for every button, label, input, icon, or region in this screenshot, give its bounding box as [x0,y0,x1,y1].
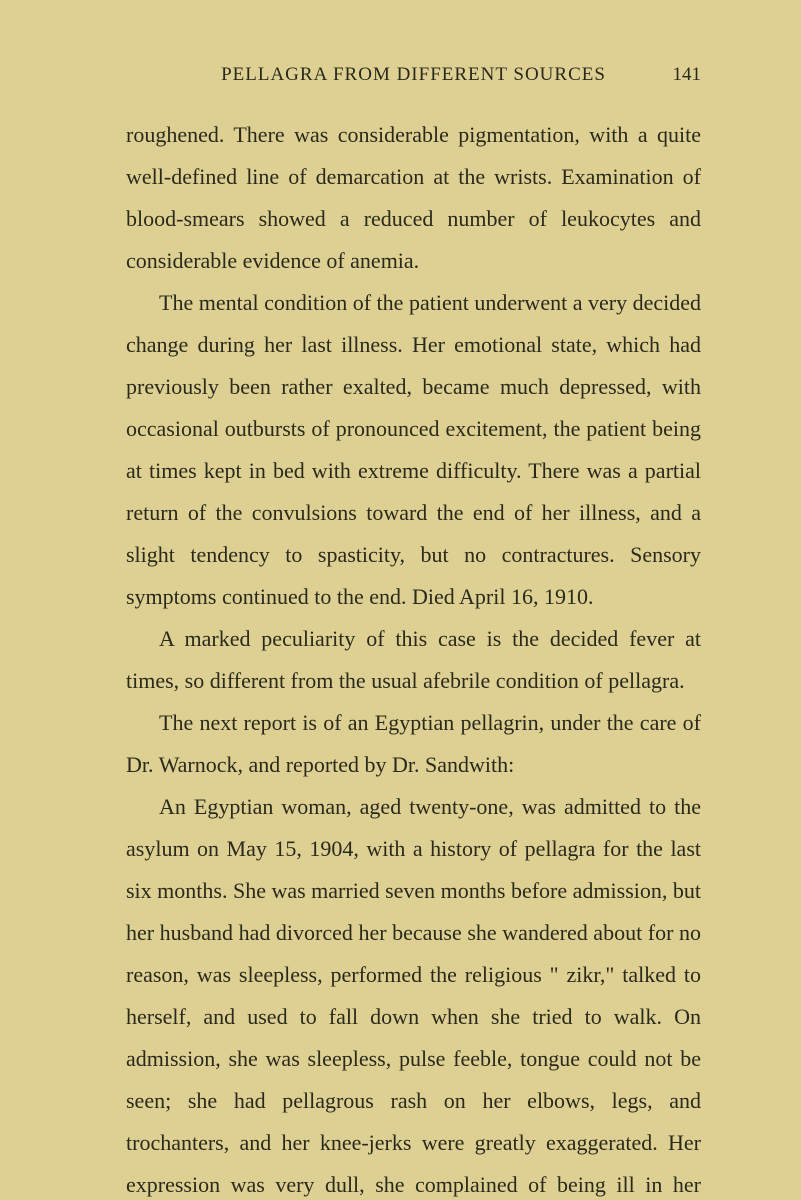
body-text: roughened. There was considerable pigmen… [126,114,701,1200]
paragraph-1: roughened. There was considerable pigmen… [126,114,701,282]
page-header: PELLAGRA FROM DIFFERENT SOURCES 141 [126,64,701,86]
paragraph-5: An Egyptian woman, aged twenty-one, was … [126,786,701,1200]
page: PELLAGRA FROM DIFFERENT SOURCES 141 roug… [0,0,801,1200]
paragraph-4: The next report is of an Egyptian pellag… [126,702,701,786]
paragraph-3: A marked peculiarity of this case is the… [126,618,701,702]
page-number: 141 [673,64,702,86]
paragraph-2: The mental condition of the patient unde… [126,282,701,618]
running-title: PELLAGRA FROM DIFFERENT SOURCES [221,64,606,85]
